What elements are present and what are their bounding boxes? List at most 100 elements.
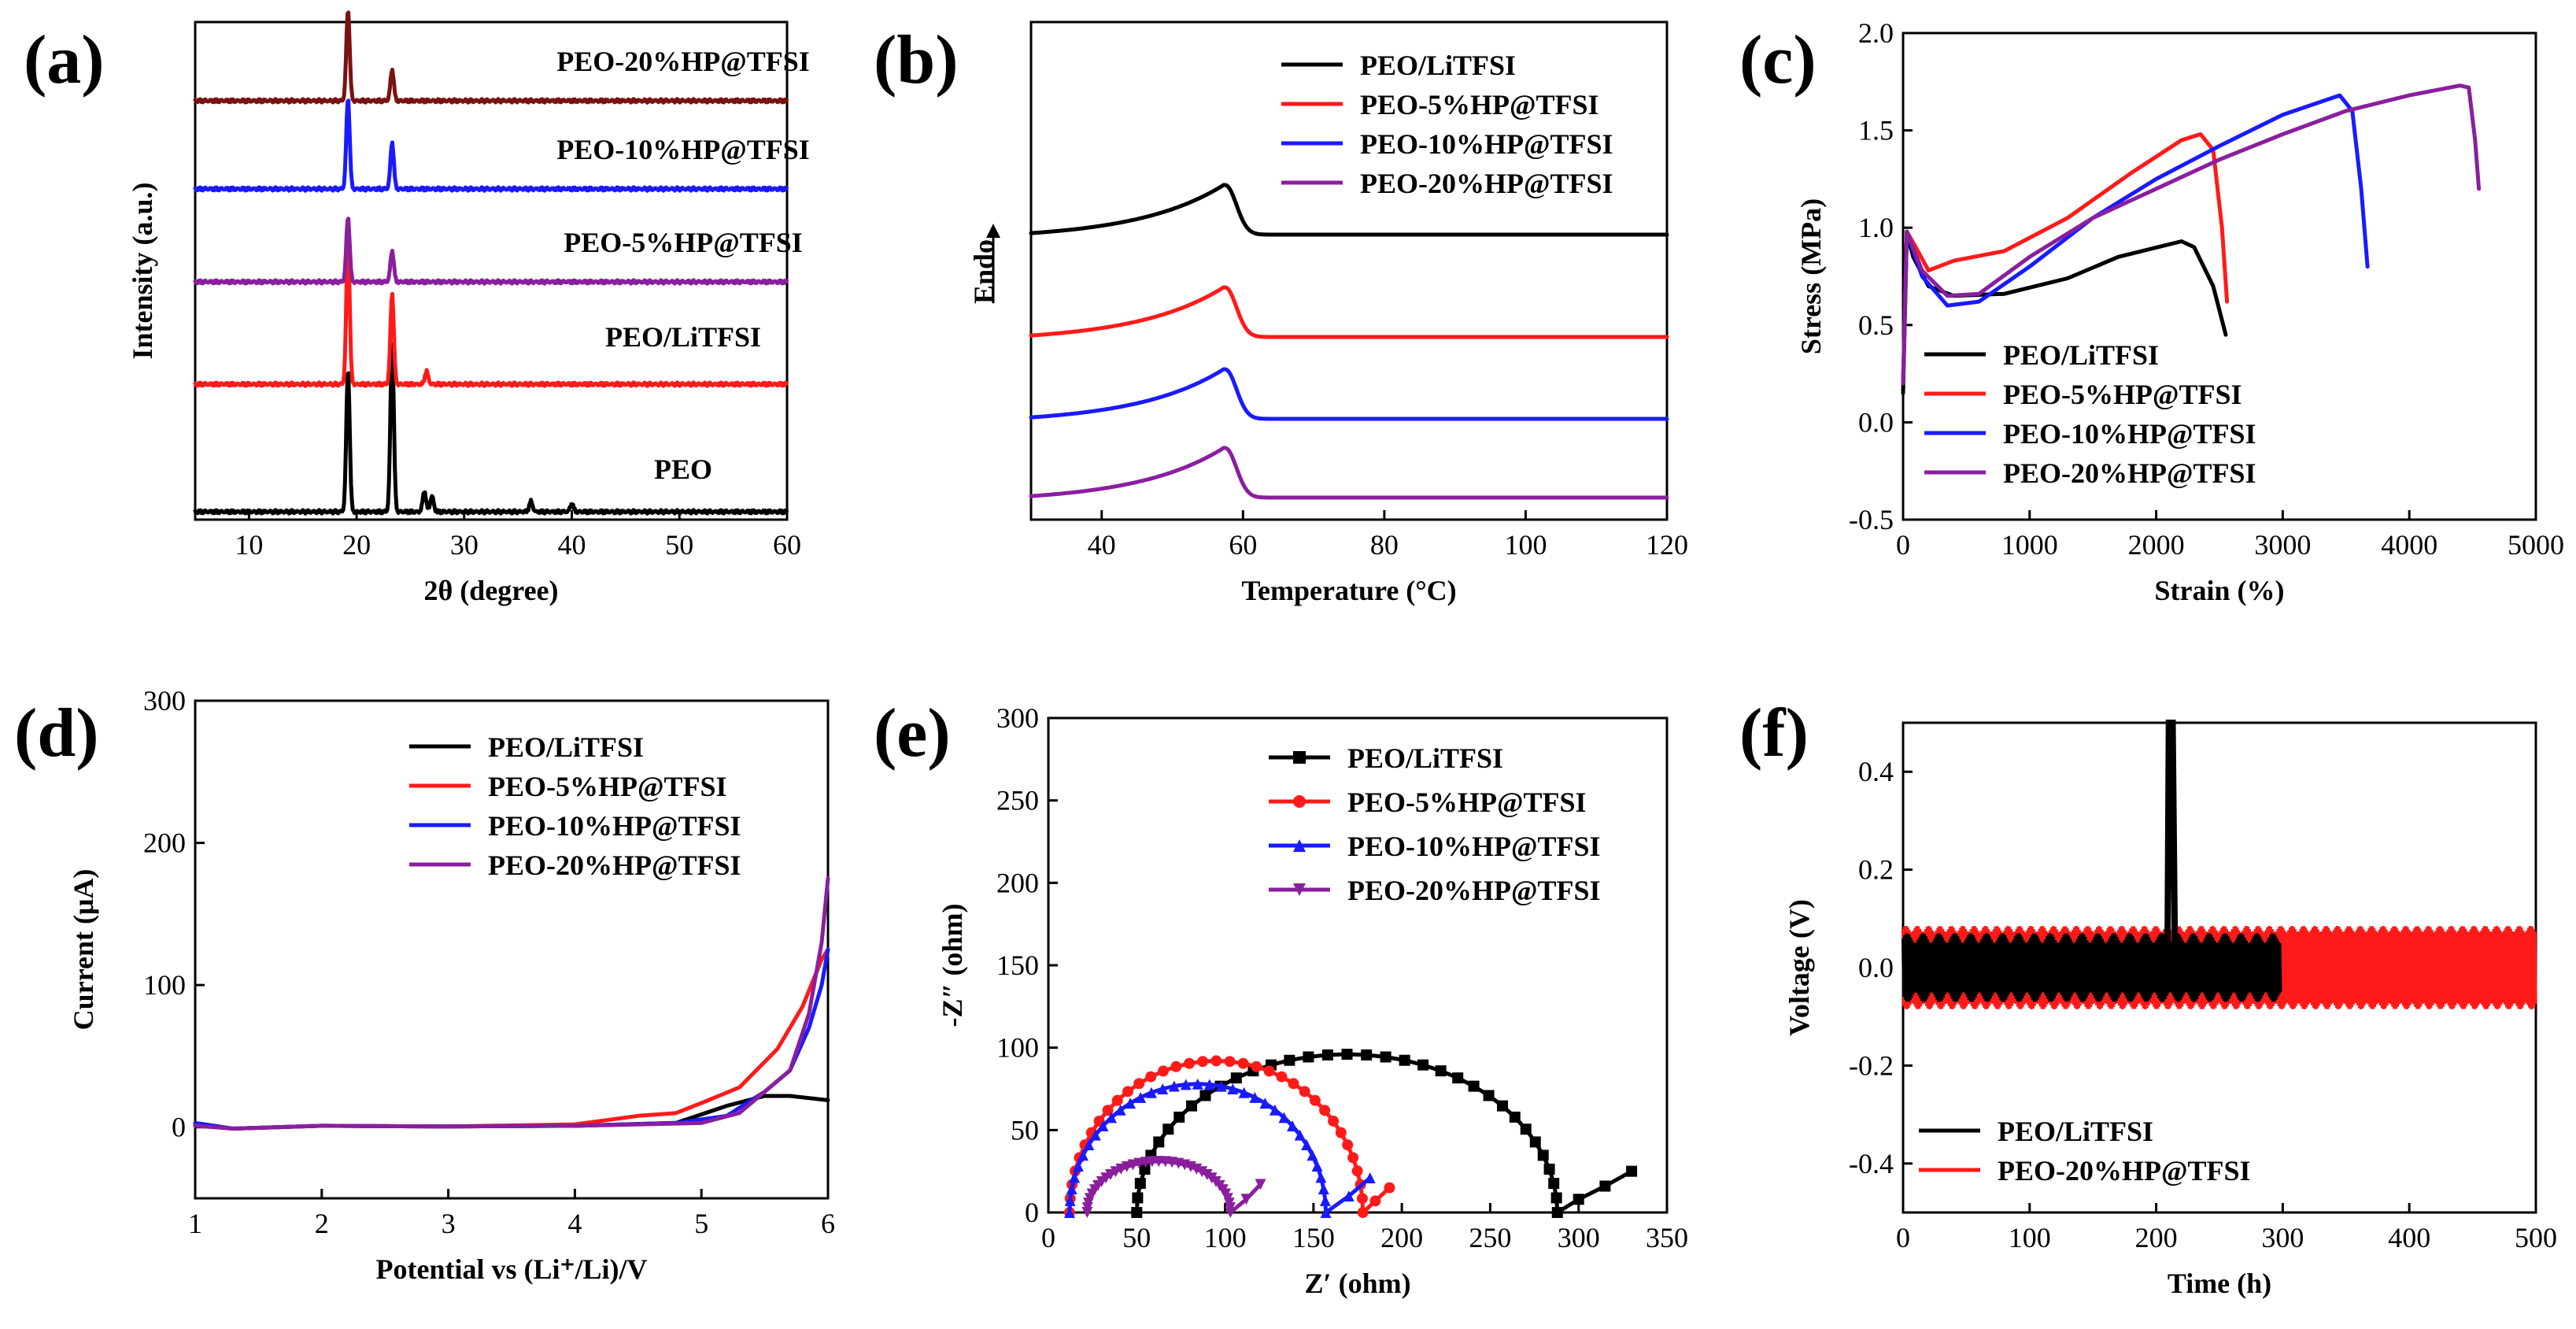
data-point	[1321, 1049, 1333, 1061]
legend-label: PEO/LiTFSI	[2003, 339, 2159, 371]
data-point	[1276, 1071, 1288, 1083]
data-point	[1361, 1049, 1373, 1061]
data-point	[1259, 1098, 1271, 1109]
data-point	[1066, 1183, 1077, 1194]
data-point	[1341, 1049, 1353, 1061]
x-axis-label: Potential vs (Li⁺/Li)/V	[376, 1253, 648, 1285]
y-tick-label: 150	[996, 950, 1039, 981]
data-point	[1114, 1104, 1126, 1116]
y-tick-label: 0.0	[1858, 952, 1894, 983]
data-point	[1184, 1057, 1196, 1069]
panel-label-a: (a)	[24, 22, 105, 98]
data-point	[1301, 1139, 1313, 1151]
series-label: PEO-20%HP@TFSI	[556, 46, 810, 77]
dsc-curve	[1029, 285, 1669, 339]
legend-label: PEO-5%HP@TFSI	[2003, 379, 2242, 410]
y-axis-label: Intensity (a.u.)	[127, 182, 158, 359]
x-tick-label: 5	[694, 1208, 708, 1239]
data-point	[1122, 1086, 1134, 1098]
data-point	[1520, 1124, 1532, 1135]
data-point	[1342, 1139, 1354, 1151]
legend-label: PEO-20%HP@TFSI	[1360, 168, 1613, 199]
data-point	[1356, 1193, 1368, 1205]
data-point	[1210, 1055, 1222, 1067]
data-point	[1063, 1207, 1075, 1218]
x-axis-label: Strain (%)	[2155, 575, 2285, 606]
dsc-curve	[1029, 367, 1669, 421]
data-point	[1249, 1091, 1261, 1103]
y-tick-label: 0	[1025, 1197, 1039, 1228]
data-point	[1483, 1090, 1495, 1101]
legend-label: PEO-20%HP@TFSI	[2003, 457, 2256, 489]
data-point	[1083, 1139, 1095, 1151]
data-point	[1201, 1169, 1213, 1181]
x-tick-label: 1	[188, 1208, 202, 1239]
xrd-pattern	[193, 10, 789, 105]
data-point	[1102, 1105, 1114, 1116]
series-label: PEO	[654, 453, 712, 485]
x-axis-label: Time (h)	[2168, 1268, 2271, 1299]
y-tick-label: -0.2	[1849, 1050, 1894, 1081]
xrd-pattern	[193, 217, 789, 286]
panel-label-b: (b)	[874, 22, 959, 98]
endo-arrowhead	[986, 224, 1000, 238]
data-point	[1417, 1059, 1429, 1071]
data-point	[1380, 1051, 1391, 1063]
panel-label-f: (f)	[1739, 695, 1809, 772]
data-point	[1170, 1061, 1182, 1072]
data-point	[1319, 1105, 1331, 1116]
data-point	[1299, 1086, 1310, 1098]
data-point	[1127, 1159, 1139, 1171]
data-point	[1225, 1207, 1236, 1218]
series-label: PEO-5%HP@TFSI	[564, 227, 803, 258]
data-point	[1293, 795, 1306, 808]
y-tick-label: 300	[143, 685, 186, 716]
legend-label: PEO-10%HP@TFSI	[1347, 831, 1601, 862]
data-point	[1269, 1104, 1281, 1116]
data-point	[1215, 1080, 1227, 1092]
x-tick-label: 5000	[2508, 529, 2564, 561]
data-point	[1251, 1061, 1262, 1072]
data-point	[1081, 1202, 1093, 1214]
x-tick-label: 400	[2388, 1222, 2430, 1253]
lsv-curve	[193, 947, 830, 1131]
data-point	[1293, 751, 1306, 764]
x-tick-label: 100	[1504, 529, 1547, 561]
data-point	[1168, 1080, 1180, 1092]
data-point	[1320, 1207, 1332, 1218]
legend-label: PEO-20%HP@TFSI	[1998, 1155, 2251, 1186]
data-point	[1364, 1172, 1376, 1184]
data-point	[1551, 1207, 1563, 1218]
xrd-pattern	[193, 243, 789, 388]
x-tick-label: 200	[1380, 1222, 1423, 1253]
voltage-profile	[1902, 933, 2282, 1002]
data-point	[1548, 1178, 1560, 1190]
data-point	[1284, 1054, 1295, 1066]
data-point	[1135, 1091, 1147, 1103]
data-point	[1069, 1172, 1081, 1183]
y-tick-label: 100	[996, 1032, 1039, 1064]
x-tick-label: 20	[342, 529, 371, 561]
data-point	[1369, 1195, 1381, 1207]
data-point	[1306, 1149, 1318, 1161]
legend-label: PEO-5%HP@TFSI	[1360, 89, 1599, 120]
legend-label: PEO-20%HP@TFSI	[488, 850, 741, 881]
legend-label: PEO/LiTFSI	[488, 731, 644, 763]
dsc-curve	[1029, 446, 1669, 500]
data-point	[1497, 1100, 1509, 1112]
x-tick-label: 80	[1370, 529, 1399, 561]
x-tick-label: 0	[1041, 1222, 1055, 1253]
data-point	[1064, 1194, 1076, 1206]
data-point	[1309, 1094, 1321, 1106]
chart-a: 10 20 30 40 50 60 2θ (degree) Intensity (a.u.) P…	[127, 10, 810, 606]
x-tick-label: 3	[442, 1208, 456, 1239]
data-point	[1072, 1161, 1084, 1172]
data-point	[1133, 1157, 1145, 1169]
data-point	[1196, 1166, 1208, 1178]
data-point	[1357, 1207, 1369, 1218]
chart-e: 0 50 100 150 200 250 300 350 0 50 100 150 200 250 300 Z…	[937, 702, 1688, 1299]
x-tick-label: 50	[1122, 1222, 1151, 1253]
data-point	[1131, 1207, 1143, 1218]
data-point	[1435, 1065, 1447, 1077]
